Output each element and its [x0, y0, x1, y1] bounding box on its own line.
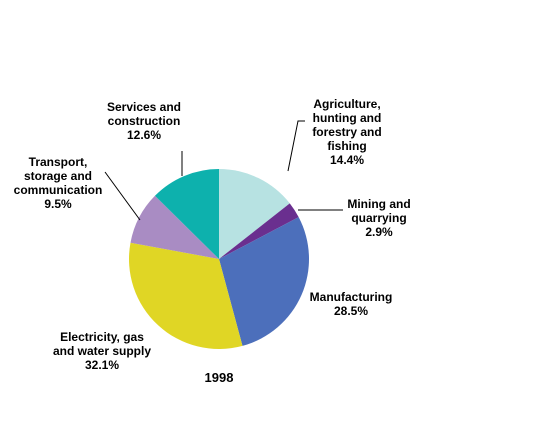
slice-category-label: Transport,	[29, 155, 88, 169]
slice-label: Mining and quarrying 2.9%	[347, 197, 410, 239]
pie-slice	[219, 217, 309, 346]
slice-label: Electricity, gas and water supply 32.1%	[53, 330, 151, 372]
slice-category-label: construction	[108, 114, 181, 128]
pie-slice	[219, 203, 299, 259]
slice-labels: Agriculture, hunting and forestry and fishi…	[14, 97, 411, 372]
pie-slice	[154, 169, 219, 259]
slice-label: Services and construction 12.6%	[107, 100, 181, 142]
slice-category-label: Mining and	[347, 197, 410, 211]
slice-value-label: 28.5%	[334, 304, 368, 318]
leader-line	[104, 171, 141, 221]
slice-value-label: 2.9%	[365, 225, 393, 239]
slice-value-label: 12.6%	[127, 128, 161, 142]
slice-label: Transport, storage and communication 9.5%	[14, 155, 103, 211]
slice-category-label: communication	[14, 183, 103, 197]
slice-category-label: forestry and	[312, 125, 381, 139]
slice-category-label: hunting and	[313, 111, 382, 125]
slice-category-label: storage and	[24, 169, 92, 183]
pie-slice	[129, 242, 243, 349]
pie-slice	[219, 169, 290, 259]
slice-category-label: Electricity, gas	[60, 330, 144, 344]
slice-category-label: Agriculture,	[313, 97, 380, 111]
slice-label: Agriculture, hunting and forestry and fishi…	[312, 97, 381, 167]
slice-value-label: 32.1%	[85, 358, 119, 372]
leader-lines	[104, 120, 343, 221]
chart-title: 1998	[205, 370, 234, 385]
pie-slice	[130, 195, 219, 259]
slice-category-label: and water supply	[53, 344, 151, 358]
slice-value-label: 14.4%	[330, 153, 364, 167]
slice-value-label: 9.5%	[44, 197, 72, 211]
slice-label: Manufacturing 28.5%	[310, 290, 393, 318]
slice-category-label: quarrying	[351, 211, 406, 225]
slice-category-label: Services and	[107, 100, 181, 114]
slice-category-label: Manufacturing	[310, 290, 393, 304]
pie-slices	[129, 169, 309, 349]
slice-category-label: fishing	[327, 139, 366, 153]
leader-line	[287, 120, 305, 172]
